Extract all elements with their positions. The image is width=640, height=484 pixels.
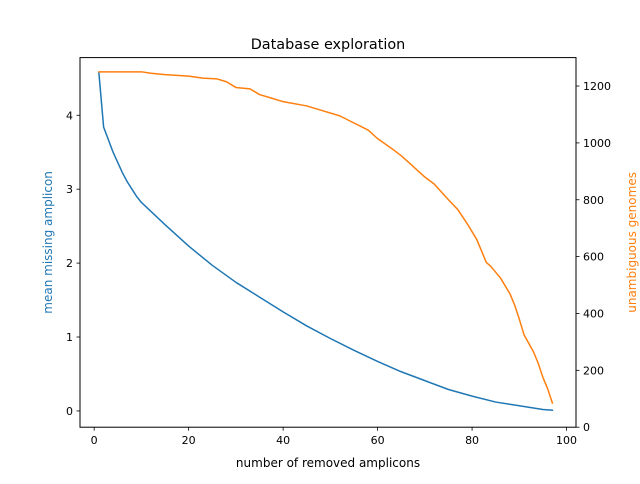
unambiguous-genomes-line [98, 71, 554, 404]
right-tick-label: 1200 [583, 80, 611, 93]
left-tick-label: 1 [66, 331, 73, 344]
right-axis-ticks: 0 200 400 600 800 1000 1200 [576, 80, 611, 434]
right-tick-label: 600 [583, 251, 604, 264]
right-axis-label: unambiguous genomes [625, 172, 639, 313]
right-tick-label: 400 [583, 307, 604, 320]
right-tick-label: 200 [583, 364, 604, 377]
x-axis-label: number of removed amplicons [236, 456, 420, 470]
x-tick-label: 40 [276, 434, 290, 447]
left-tick-label: 3 [66, 183, 73, 196]
x-tick-label: 0 [91, 434, 98, 447]
left-tick-label: 2 [66, 257, 73, 270]
mean-missing-amplicon-line [98, 72, 554, 412]
plot-frame [79, 57, 577, 428]
x-tick-label: 20 [182, 434, 196, 447]
left-tick-label: 0 [66, 405, 73, 418]
chart-title: Database exploration [251, 37, 406, 53]
x-tick-label: 80 [465, 434, 479, 447]
right-tick-label: 0 [583, 421, 590, 434]
right-tick-label: 1000 [583, 137, 611, 150]
left-axis-label: mean missing amplicon [41, 171, 55, 314]
left-tick-label: 4 [66, 109, 73, 122]
x-tick-label: 60 [371, 434, 385, 447]
x-tick-label: 100 [556, 434, 577, 447]
plot-content [98, 71, 554, 412]
right-tick-label: 800 [583, 194, 604, 207]
left-axis-ticks: 0 1 2 3 4 [66, 109, 80, 418]
x-axis-ticks: 0 20 40 60 80 100 [91, 427, 577, 447]
